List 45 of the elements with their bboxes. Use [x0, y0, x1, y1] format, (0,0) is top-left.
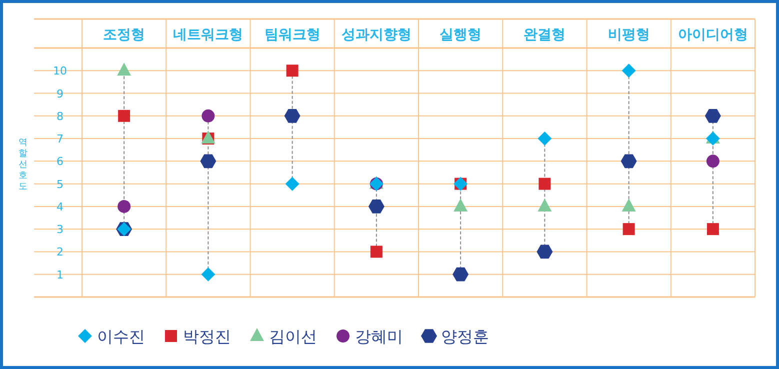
point	[704, 108, 721, 123]
x-tick-label: 조정형	[103, 27, 146, 43]
point	[118, 200, 131, 213]
point	[284, 108, 300, 123]
y-tick-label: 9	[56, 87, 64, 100]
point	[622, 223, 635, 236]
point	[201, 267, 216, 282]
x-tick-label: 성과지향형	[341, 27, 412, 43]
point	[202, 109, 215, 122]
point	[706, 223, 719, 236]
x-tick-label: 팀워크형	[264, 27, 320, 43]
y-tick-label: 3	[56, 223, 64, 236]
y-axis-title: 역할선호도	[18, 138, 28, 192]
y-tick-label: 5	[56, 178, 64, 191]
point	[452, 267, 469, 282]
point	[117, 62, 132, 76]
y-tick-label: 8	[56, 110, 64, 123]
y-tick-label: 4	[56, 200, 64, 214]
point	[706, 154, 720, 168]
point	[370, 246, 382, 258]
x-tick-label: 네트워크형	[173, 27, 244, 43]
point	[118, 110, 130, 122]
point	[285, 176, 300, 191]
y-tick-label: 2	[56, 246, 64, 259]
point	[286, 64, 298, 77]
legend-label: 김이선	[269, 327, 317, 346]
point	[368, 200, 384, 214]
y-tick-label: 10	[53, 64, 67, 78]
y-tick-label: 1	[56, 268, 64, 282]
point	[536, 244, 553, 259]
x-tick-label: 실행형	[440, 27, 482, 43]
y-tick-label: 6	[56, 155, 64, 168]
x-tick-label: 완결형	[524, 27, 566, 43]
point	[538, 132, 552, 146]
point	[538, 178, 551, 190]
point	[622, 64, 636, 78]
point	[200, 154, 216, 168]
point	[620, 154, 637, 168]
legend-label: 이수진	[97, 327, 145, 346]
x-tick-label: 아이디어형	[678, 27, 748, 43]
x-tick-label: 비평형	[608, 27, 650, 43]
y-tick-label: 7	[56, 132, 64, 146]
legend-label: 양정훈	[441, 327, 489, 346]
legend-label: 박정진	[183, 327, 231, 346]
legend-label: 강혜미	[355, 327, 403, 346]
